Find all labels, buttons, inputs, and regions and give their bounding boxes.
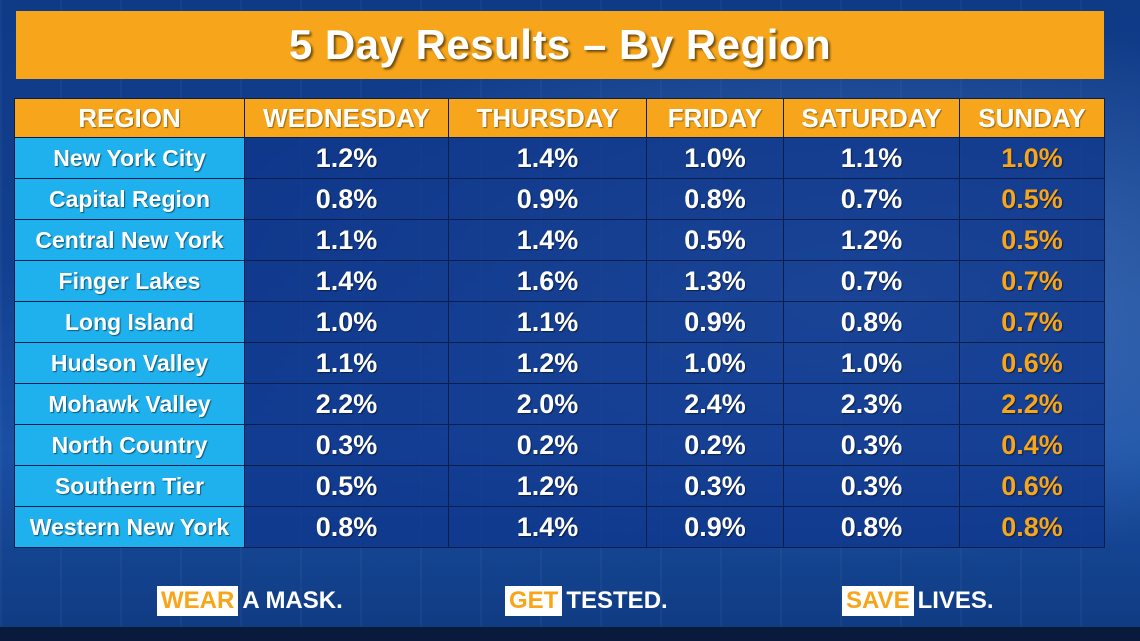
header-saturday: SATURDAY (783, 98, 960, 138)
value-cell: 0.5% (646, 219, 784, 261)
value-cell: 0.3% (244, 424, 449, 466)
value-cell: 1.1% (244, 342, 449, 384)
table-row: Finger Lakes 1.4% 1.6% 1.3% 0.7% 0.7% (14, 260, 1105, 302)
region-cell: Long Island (14, 301, 245, 343)
region-cell: Central New York (14, 219, 245, 261)
table-row: Capital Region 0.8% 0.9% 0.8% 0.7% 0.5% (14, 178, 1105, 220)
value-cell: 0.8% (783, 301, 960, 343)
slogan-bar: WEAR A MASK. GET TESTED. SAVE LIVES. (0, 585, 1140, 617)
region-cell: Hudson Valley (14, 342, 245, 384)
slogan-text: TESTED. (566, 587, 668, 614)
value-cell: 0.2% (646, 424, 784, 466)
bottom-strip (0, 627, 1140, 641)
slogan-get-tested: GET TESTED. (505, 585, 668, 617)
region-cell: New York City (14, 137, 245, 179)
value-cell: 1.4% (448, 506, 647, 548)
header-wednesday: WEDNESDAY (244, 98, 449, 138)
table-row: Central New York 1.1% 1.4% 0.5% 1.2% 0.5… (14, 219, 1105, 261)
value-cell: 1.0% (646, 342, 784, 384)
region-cell: Southern Tier (14, 465, 245, 507)
value-cell: 1.0% (783, 342, 960, 384)
value-cell: 0.7% (783, 260, 960, 302)
table-row: Western New York 0.8% 1.4% 0.9% 0.8% 0.8… (14, 506, 1105, 548)
value-cell: 2.0% (448, 383, 647, 425)
value-cell: 2.3% (783, 383, 960, 425)
table-row: Mohawk Valley 2.2% 2.0% 2.4% 2.3% 2.2% (14, 383, 1105, 425)
value-cell: 0.9% (448, 178, 647, 220)
sunday-cell: 0.5% (959, 219, 1105, 261)
value-cell: 1.4% (448, 137, 647, 179)
value-cell: 1.2% (244, 137, 449, 179)
region-cell: Finger Lakes (14, 260, 245, 302)
value-cell: 0.5% (244, 465, 449, 507)
value-cell: 0.9% (646, 506, 784, 548)
slogan-text: A MASK. (242, 587, 343, 614)
value-cell: 0.3% (783, 424, 960, 466)
value-cell: 0.3% (783, 465, 960, 507)
value-cell: 0.8% (244, 178, 449, 220)
header-region: REGION (14, 98, 245, 138)
table-row: Hudson Valley 1.1% 1.2% 1.0% 1.0% 0.6% (14, 342, 1105, 384)
header-friday: FRIDAY (646, 98, 784, 138)
value-cell: 1.4% (244, 260, 449, 302)
value-cell: 1.1% (783, 137, 960, 179)
page-title: 5 Day Results – By Region (288, 21, 832, 68)
value-cell: 1.2% (783, 219, 960, 261)
sunday-cell: 0.5% (959, 178, 1105, 220)
slogan-save-lives: SAVE LIVES. (842, 585, 994, 617)
slogan-highlight: SAVE (842, 586, 914, 616)
value-cell: 2.2% (244, 383, 449, 425)
sunday-cell: 1.0% (959, 137, 1105, 179)
sunday-cell: 0.4% (959, 424, 1105, 466)
region-cell: Capital Region (14, 178, 245, 220)
sunday-cell: 0.6% (959, 465, 1105, 507)
slogan-text: LIVES. (917, 587, 994, 614)
results-table: REGION WEDNESDAY THURSDAY FRIDAY SATURDA… (14, 98, 1105, 548)
value-cell: 1.0% (646, 137, 784, 179)
region-cell: Western New York (14, 506, 245, 548)
sunday-cell: 0.7% (959, 301, 1105, 343)
value-cell: 1.0% (244, 301, 449, 343)
region-cell: Mohawk Valley (14, 383, 245, 425)
table-row: North Country 0.3% 0.2% 0.2% 0.3% 0.4% (14, 424, 1105, 466)
value-cell: 0.8% (244, 506, 449, 548)
value-cell: 0.8% (783, 506, 960, 548)
sunday-cell: 0.6% (959, 342, 1105, 384)
value-cell: 1.2% (448, 342, 647, 384)
header-thursday: THURSDAY (448, 98, 647, 138)
value-cell: 1.2% (448, 465, 647, 507)
value-cell: 0.3% (646, 465, 784, 507)
value-cell: 1.6% (448, 260, 647, 302)
value-cell: 0.9% (646, 301, 784, 343)
value-cell: 1.4% (448, 219, 647, 261)
value-cell: 0.2% (448, 424, 647, 466)
header-sunday: SUNDAY (959, 98, 1105, 138)
slogan-highlight: WEAR (157, 586, 239, 616)
slogan-wear-a-mask: WEAR A MASK. (157, 585, 343, 617)
value-cell: 1.1% (448, 301, 647, 343)
table-row: Long Island 1.0% 1.1% 0.9% 0.8% 0.7% (14, 301, 1105, 343)
slogan-highlight: GET (505, 586, 563, 616)
region-cell: North Country (14, 424, 245, 466)
header-row: REGION WEDNESDAY THURSDAY FRIDAY SATURDA… (14, 98, 1105, 138)
table-row: Southern Tier 0.5% 1.2% 0.3% 0.3% 0.6% (14, 465, 1105, 507)
value-cell: 0.7% (783, 178, 960, 220)
sunday-cell: 0.7% (959, 260, 1105, 302)
value-cell: 2.4% (646, 383, 784, 425)
value-cell: 1.1% (244, 219, 449, 261)
table-row: New York City 1.2% 1.4% 1.0% 1.1% 1.0% (14, 137, 1105, 179)
title-bar: 5 Day Results – By Region (16, 11, 1104, 79)
sunday-cell: 0.8% (959, 506, 1105, 548)
value-cell: 0.8% (646, 178, 784, 220)
value-cell: 1.3% (646, 260, 784, 302)
sunday-cell: 2.2% (959, 383, 1105, 425)
